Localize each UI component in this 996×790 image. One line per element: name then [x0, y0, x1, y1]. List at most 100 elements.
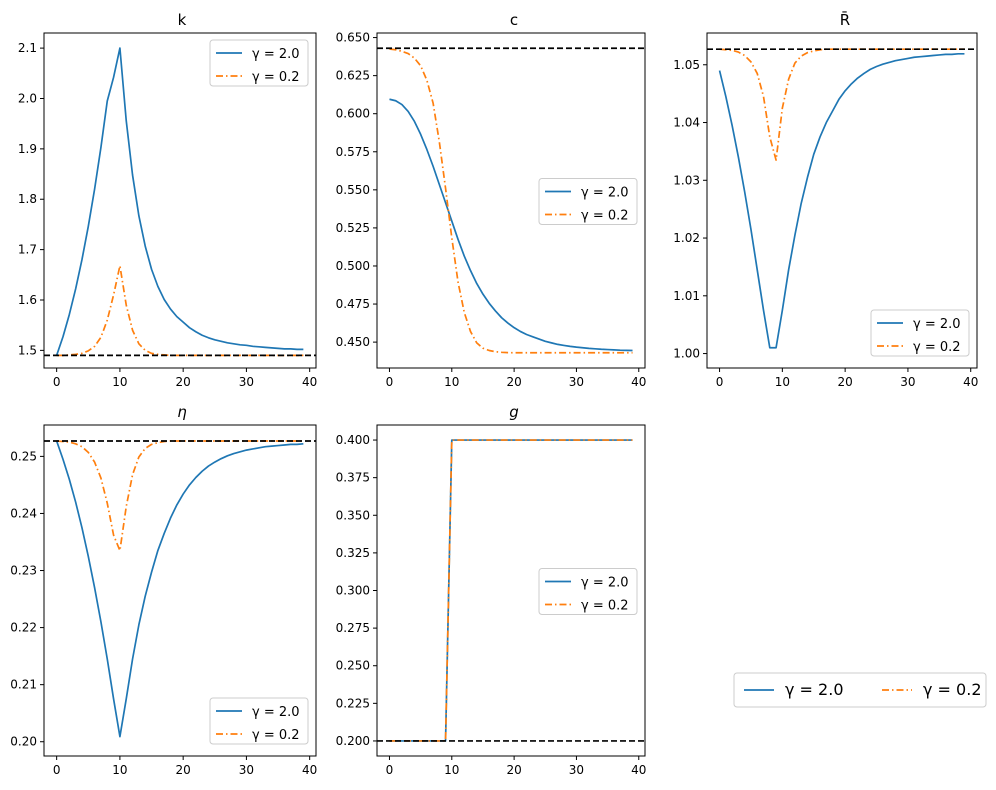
y-tick-label: 1.03 — [673, 173, 700, 187]
x-tick-label: 10 — [112, 375, 127, 389]
x-tick-label: 10 — [444, 763, 459, 777]
chart-4: 0 10 20 30 40 0.200 0.225 0.250 0.275 0.300 0.325 0… — [336, 424, 646, 777]
x-tick-label: 20 — [176, 375, 191, 389]
x-tick-label: 20 — [506, 763, 521, 777]
plot-area — [44, 47, 316, 357]
panel-legend-label: γ = 2.0 — [913, 317, 961, 332]
x-tick-label: 30 — [569, 763, 584, 777]
y-tick-label: 0.375 — [336, 471, 370, 485]
x-tick-label: 40 — [302, 375, 317, 389]
y-tick-label: 0.525 — [336, 221, 370, 235]
panel-legend-label: γ = 0.2 — [913, 340, 961, 355]
panel-title: k — [178, 11, 187, 29]
plot-area — [44, 440, 316, 738]
y-tick-label: 0.450 — [336, 335, 370, 349]
panel-legend-label: γ = 0.2 — [252, 70, 300, 85]
y-tick-label: 0.475 — [336, 297, 370, 311]
panel-legend-label: γ = 0.2 — [252, 728, 300, 743]
y-tick-label: 0.550 — [336, 183, 370, 197]
panel-r-bar: R̄ — [840, 10, 850, 29]
panel-eta: η — [177, 403, 187, 421]
y-tick-label: 0.600 — [336, 107, 370, 121]
panel-legend-frame — [538, 178, 638, 225]
y-tick-label: 0.575 — [336, 145, 370, 159]
series-line-gamma-0-2 — [389, 48, 633, 354]
panel-legend-label: γ = 2.0 — [252, 705, 300, 720]
y-tick-label: 1.7 — [18, 243, 37, 257]
panel-legend-frame — [870, 309, 970, 357]
axes-frame — [706, 32, 978, 369]
panel-legend: γ = 2.0 γ = 0.2 — [538, 568, 638, 615]
x-tick-label: 0 — [53, 375, 61, 389]
plots-layer: 0 10 20 30 401.51.61.71.81.92.02.1 γ = 2.0γ =… — [10, 31, 978, 777]
y-tick-label: 0.275 — [336, 621, 370, 635]
axes-frame — [43, 424, 317, 757]
panel-c: c — [510, 11, 518, 29]
x-tick-label: 30 — [569, 375, 584, 389]
axes-frame — [376, 32, 646, 369]
panel-legend-frame — [209, 39, 309, 87]
panel-legend: γ = 2.0 γ = 0.2 — [209, 697, 309, 745]
y-tick-label: 1.02 — [673, 231, 700, 245]
series-line-gamma-2 — [389, 98, 633, 352]
x-tick-label: 0 — [716, 375, 724, 389]
panel-title: c — [510, 11, 518, 29]
chart-2: 0 10 20 30 40 1.00 1.01 1.02 1.03 1.04 1.05 γ = 2.0… — [673, 32, 978, 389]
plot-area — [377, 439, 645, 742]
x-tick-label: 0 — [386, 763, 394, 777]
y-tick-label: 0.500 — [336, 259, 370, 273]
y-tick-label: 2.0 — [18, 91, 37, 105]
x-tick-label: 40 — [302, 763, 317, 777]
panel-legend-label: γ = 0.2 — [581, 209, 629, 224]
x-tick-label: 20 — [176, 763, 191, 777]
y-tick-label: 0.250 — [336, 659, 370, 673]
y-tick-label: 0.625 — [336, 69, 370, 83]
x-tick-label: 30 — [239, 375, 254, 389]
y-tick-label: 0.22 — [10, 621, 37, 635]
y-tick-label: 0.23 — [10, 564, 37, 578]
chart-1: 0 10 20 30 40 0.450 0.475 0.500 0.525 0.550 0.575 0… — [336, 31, 647, 389]
y-tick-label: 0.400 — [336, 433, 370, 447]
y-tick-label: 1.05 — [673, 58, 700, 72]
series-line-gamma-2 — [55, 47, 304, 356]
y-tick-label: 1.6 — [18, 293, 37, 307]
y-tick-label: 0.20 — [10, 735, 37, 749]
panel-title: R̄ — [840, 10, 850, 29]
panel-legend: γ = 2.0 γ = 0.2 — [870, 309, 970, 357]
y-tick-label: 1.00 — [673, 347, 700, 361]
x-tick-label: 40 — [963, 375, 978, 389]
y-tick-label: 0.200 — [336, 734, 370, 748]
panel-g: g — [509, 403, 519, 421]
panel-legend-label: γ = 2.0 — [581, 186, 629, 201]
figure-legend-label-gamma-0-2: γ = 0.2 — [923, 680, 982, 699]
x-tick-label: 30 — [900, 375, 915, 389]
figure-legend-label-gamma-2: γ = 2.0 — [785, 680, 844, 699]
panel-title: g — [509, 403, 519, 421]
y-tick-label: 0.300 — [336, 584, 370, 598]
y-tick-label: 2.1 — [18, 41, 37, 55]
figure-legend: γ = 2.0 γ = 0.2 — [733, 672, 987, 708]
chart-0: 0 10 20 30 40 1.5 1.6 1.7 1.8 1.9 2.0 2.1 γ = 2.0 γ =… — [18, 32, 317, 389]
panel-legend-frame — [538, 568, 638, 615]
plot-area — [377, 47, 645, 354]
y-tick-label: 1.8 — [18, 192, 37, 206]
y-tick-label: 0.21 — [10, 678, 37, 692]
x-tick-label: 20 — [837, 375, 852, 389]
figure-legend-frame — [733, 672, 987, 708]
y-tick-label: 1.04 — [673, 116, 700, 130]
series-line-gamma-0-2 — [389, 439, 633, 742]
y-tick-label: 1.5 — [18, 343, 37, 357]
x-tick-label: 0 — [386, 375, 394, 389]
panel-legend-label: γ = 2.0 — [581, 576, 629, 591]
panel-legend-frame — [209, 697, 309, 745]
y-tick-label: 0.650 — [336, 31, 370, 45]
y-tick-label: 1.9 — [18, 142, 37, 156]
chart-3: 0 10 20 30 40 0.20 0.21 0.22 0.23 0.24 0.25 γ = 2.0… — [10, 424, 317, 777]
series-line-gamma-2 — [55, 440, 304, 738]
panel-legend-label: γ = 0.2 — [581, 599, 629, 614]
panel-legend-label: γ = 2.0 — [252, 47, 300, 62]
x-tick-label: 20 — [506, 375, 521, 389]
y-tick-label: 0.325 — [336, 546, 370, 560]
